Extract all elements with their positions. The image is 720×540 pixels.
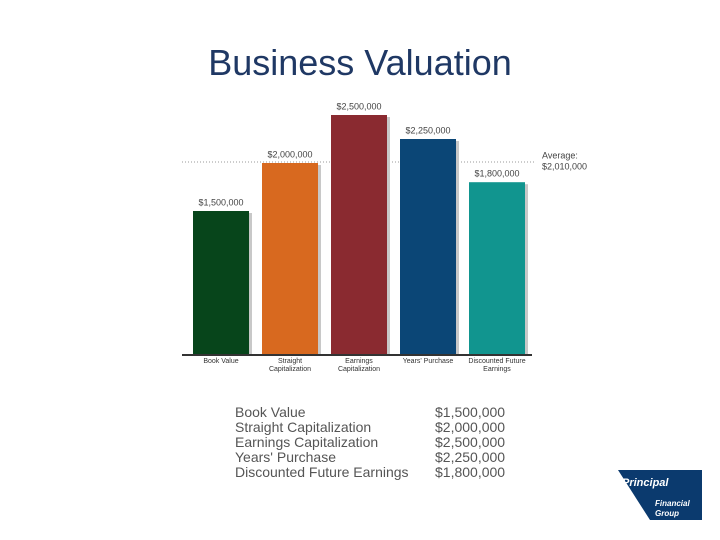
table-value: $1,800,000	[435, 464, 506, 480]
table-name: Discounted Future Earnings	[235, 464, 409, 480]
value-label: $2,250,000	[405, 125, 450, 135]
table-name: Earnings Capitalization	[235, 434, 379, 450]
value-label: $1,800,000	[474, 169, 519, 179]
logo-subtitle: Group	[655, 509, 679, 518]
table-value: $2,000,000	[435, 419, 506, 435]
table-value: $2,500,000	[435, 434, 506, 450]
bar	[469, 182, 525, 355]
x-tick-label: Book Value	[203, 358, 239, 365]
bar	[193, 211, 249, 355]
bar	[262, 163, 318, 355]
slide-title: Business Valuation	[208, 42, 512, 83]
table-name: Book Value	[235, 404, 306, 420]
table-name: Years' Purchase	[235, 449, 336, 465]
average-label: $2,010,000	[542, 161, 587, 171]
logo-shape	[618, 470, 702, 520]
logo-subtitle: Financial	[655, 499, 690, 508]
bar	[400, 139, 456, 355]
table-name: Straight Capitalization	[235, 419, 372, 435]
value-label: $2,500,000	[336, 101, 381, 111]
table-value: $1,500,000	[435, 404, 506, 420]
x-tick-label: Discounted Future Earnings	[468, 358, 526, 373]
bar	[331, 115, 387, 355]
x-tick-label: Years' Purchase	[402, 358, 454, 365]
x-tick-label: Straight Capitalization	[268, 358, 312, 373]
logo-name: Principal	[622, 477, 669, 489]
value-label: $2,000,000	[267, 149, 312, 159]
average-label: Average:	[542, 150, 578, 160]
table-value: $2,250,000	[435, 449, 506, 465]
value-label: $1,500,000	[198, 197, 243, 207]
x-tick-label: Earnings Capitalization	[337, 358, 381, 373]
